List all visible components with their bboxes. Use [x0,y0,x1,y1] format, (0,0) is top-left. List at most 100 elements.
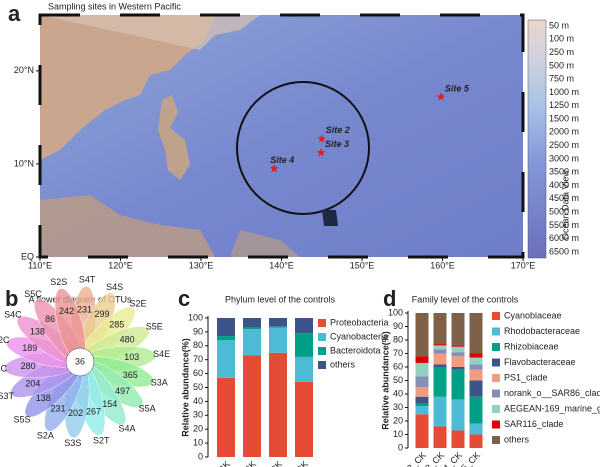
petal-name: S3S [64,438,81,448]
y-tick-label: 0 [398,442,403,452]
legend-swatch [492,312,500,320]
site-marker [436,92,446,101]
bar-segment [451,313,465,346]
colorbar-label: 3000 m [549,153,579,163]
bar-segment [243,329,261,356]
bar-segment [469,313,483,354]
legend-label: Rhodobacteraceae [504,326,580,336]
bar-segment [469,380,483,397]
colorbar-label: 5000 m [549,206,579,216]
marker-icon [322,210,338,226]
legend-swatch [318,319,326,327]
site-marker [316,148,326,157]
legend-label: others [330,359,356,369]
petal-name: S5S [14,414,31,424]
bar-segment [295,381,313,457]
petal-name: S2E [129,298,146,308]
colorbar-title: Ocean Data View [560,170,570,240]
bar-segment [433,364,447,367]
petal-name: S4A [119,424,136,434]
colorbar-label: 250 m [549,47,574,57]
map-title: Sampling sites in Western Pacific [48,1,181,11]
y-tick-label: 10°N [14,158,34,168]
y-tick-label: 70 [193,354,203,364]
petal-name: S4C [4,309,22,319]
bar-segment [269,327,287,353]
colorbar-label: 2000 m [549,127,579,137]
legend-swatch [318,361,326,369]
petal-value: 299 [94,309,109,319]
bar-segment [451,352,465,357]
y-tick-label: 60 [393,361,403,371]
y-tick-label: 0 [198,451,203,461]
bar-segment [469,423,483,435]
y-tick-label: 20°N [14,65,34,75]
petal-name: S5E [146,322,163,332]
legend-label: norank_o__SAR86_clade [504,388,600,398]
bar-segment [415,406,429,415]
petal-value: 231 [51,404,66,414]
colorbar-label: 6000 m [549,233,579,243]
y-tick-label: 10 [193,437,203,447]
colorbar-label: 1500 m [549,113,579,123]
bar-segment [433,426,447,448]
colorbar-label: 1000 m [549,87,579,97]
petal-name: S5C [24,289,42,299]
bar-segment [415,356,429,363]
bar-segment [217,318,235,337]
petal-name: S3C [0,364,8,374]
x-tick-label: S2_CK [205,459,232,467]
petal-value: 202 [68,408,83,418]
bar-segment [415,376,429,388]
legend-swatch [492,358,500,367]
legend-label: Cyanobiaceae [504,310,562,320]
petal-value: 480 [120,334,135,344]
y-tick-label: 100 [388,307,403,317]
panel-label: d [383,286,396,311]
land [40,15,215,160]
land [158,95,190,180]
y-tick-label: 90 [193,326,203,336]
bar-segment [243,355,261,457]
bar-segment [269,318,287,327]
y-tick-label: 40 [393,388,403,398]
site-marker [270,164,279,173]
site-marker [317,134,326,143]
bar-segment [433,367,447,397]
bar-segment [217,336,235,341]
y-tick-label: EQ [21,251,34,261]
land [230,230,300,257]
y-tick-label: 30 [393,402,403,412]
legend-label: Rhizobiaceae [504,341,559,351]
y-tick-label: 90 [393,321,403,331]
y-tick-label: 50 [393,375,403,385]
y-tick-label: 100 [188,312,203,322]
bar-segment [451,346,465,353]
chart-title: Family level of the controls [412,294,519,304]
site-label: Site 4 [270,155,294,165]
bar-segment [295,356,313,382]
bar-segment [469,369,483,381]
legend-swatch [492,327,500,336]
y-tick-label: 10 [393,429,403,439]
petal-value: 138 [30,327,45,337]
bar-segment [451,367,465,370]
petal-name: S2T [93,436,110,446]
bar-segment [243,318,261,328]
petal-value: 138 [36,393,51,403]
bar-segment [469,357,483,365]
y-tick-label: 20 [193,424,203,434]
bar-segment [451,399,465,431]
site-label: Site 3 [325,139,349,149]
bar-segment [469,364,483,370]
petal-value: 285 [109,320,124,330]
petal-name: S2A [37,431,54,441]
bar-segment [451,430,465,448]
petal-name: S5A [139,403,156,413]
legend-swatch [492,436,500,444]
bar-segment [433,396,447,427]
y-tick-label: 80 [393,334,403,344]
legend-swatch [492,374,500,382]
petal-value: 267 [86,407,101,417]
